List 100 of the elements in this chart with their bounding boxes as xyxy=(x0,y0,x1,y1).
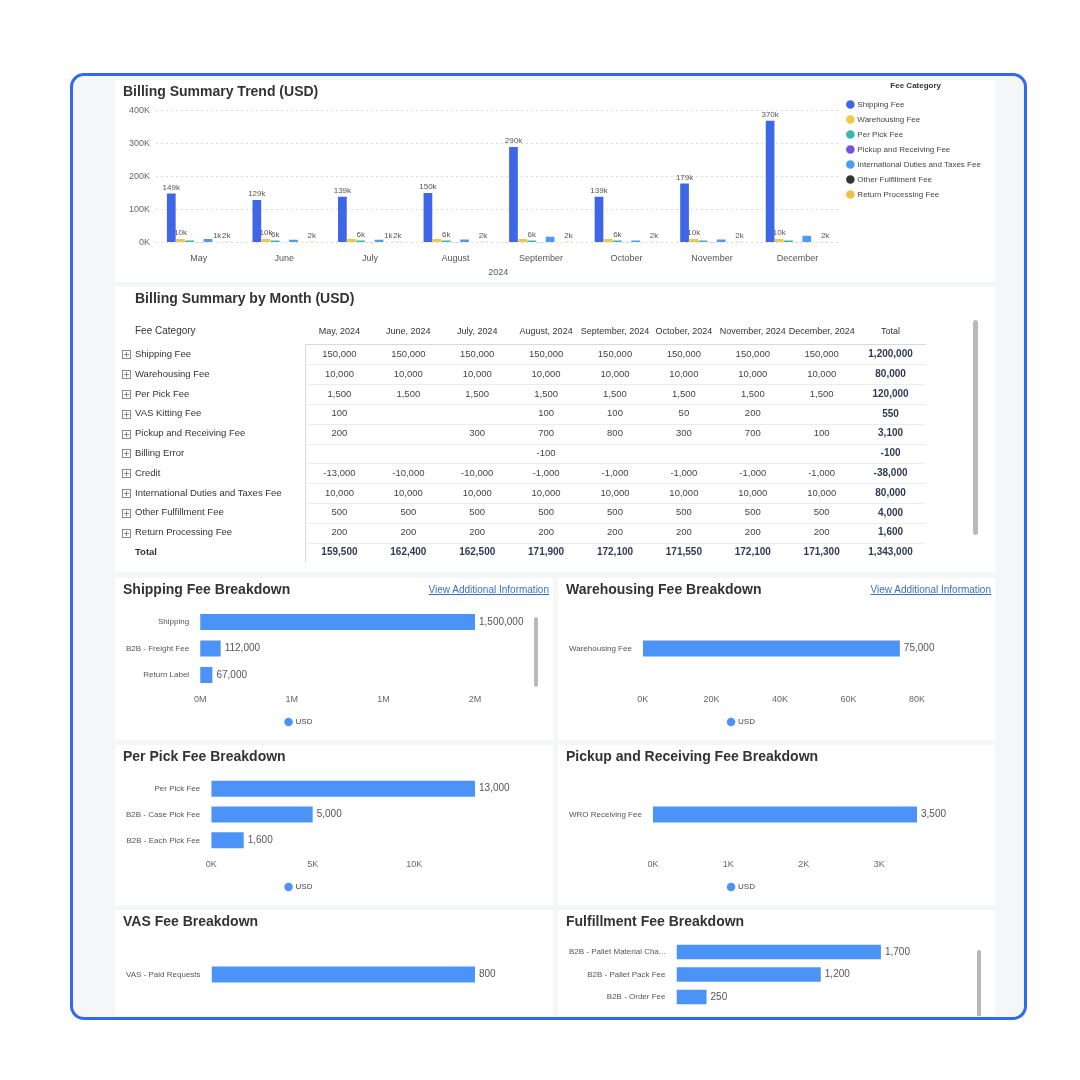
data-label: 200 xyxy=(675,526,692,538)
data-label: 6k xyxy=(527,229,538,239)
data-label: 370k xyxy=(761,109,780,119)
data-label: 200 xyxy=(331,427,348,439)
data-label: 120,000 xyxy=(872,387,910,399)
legend-label: USD xyxy=(295,882,313,892)
data-label: 159,500 xyxy=(321,546,358,558)
data-label: 4,000 xyxy=(878,506,904,518)
data-label: 10,000 xyxy=(324,486,354,498)
x-tick-label: 5K xyxy=(307,859,319,870)
data-label: 2k xyxy=(307,230,318,240)
y-tick-label: B2B - Pallet Material Cha... xyxy=(569,947,666,957)
y-tick-label: 200K xyxy=(128,171,151,182)
y-tick-label: Per Pick Fee xyxy=(135,387,190,399)
data-label: 1,500 xyxy=(740,387,765,399)
legend-label: Other Fulfillment Fee xyxy=(857,174,933,184)
data-label: 150k xyxy=(419,182,438,192)
data-label: 1,500 xyxy=(672,387,696,399)
chart-title: Pickup and Receiving Fee Breakdown xyxy=(566,748,819,765)
y-tick-label: Per Pick Fee xyxy=(154,783,201,793)
data-label: 500 xyxy=(331,506,348,518)
data-label: 6k xyxy=(356,229,366,239)
data-label: -10,000 xyxy=(461,466,494,478)
data-label: -38,000 xyxy=(873,466,908,478)
x-axis-title: 2024 xyxy=(488,267,509,278)
data-label: 2k xyxy=(393,230,403,240)
legend-label: USD xyxy=(295,717,313,727)
x-tick-label: May, 2024 xyxy=(318,325,361,336)
bar xyxy=(689,239,699,242)
data-label: 10,000 xyxy=(738,486,768,498)
data-label: -1,000 xyxy=(601,466,629,478)
data-label: 10,000 xyxy=(462,367,492,379)
data-label: 1,500 xyxy=(465,387,490,399)
legend-label: Warehousing Fee xyxy=(857,114,921,124)
data-label: 2k xyxy=(735,230,745,240)
bar xyxy=(200,666,213,683)
x-tick-label: 0M xyxy=(193,694,207,705)
x-tick-label: October, 2024 xyxy=(655,325,713,336)
x-tick-label: 40K xyxy=(771,694,788,705)
data-label: 1,200,000 xyxy=(868,348,914,360)
data-label: 1,500 xyxy=(327,387,352,399)
data-label: 10,000 xyxy=(393,486,423,498)
data-label: 150,000 xyxy=(460,348,495,360)
text: View Additional Information xyxy=(428,584,549,595)
data-label: 2k xyxy=(478,230,489,240)
x-tick-label: 2K xyxy=(798,859,810,870)
chart-title: Fulfillment Fee Breakdown xyxy=(566,913,745,930)
data-label: -1,000 xyxy=(739,466,767,478)
x-tick-label: 1M xyxy=(285,694,299,705)
data-label: 67,000 xyxy=(216,668,248,680)
data-label: 75,000 xyxy=(903,642,935,654)
data-label: 550 xyxy=(882,407,900,419)
data-label: 10,000 xyxy=(393,367,423,379)
x-tick-label: December xyxy=(776,253,819,264)
data-label: 800 xyxy=(479,968,497,980)
data-label: 500 xyxy=(675,506,692,518)
data-label: -10,000 xyxy=(392,466,425,478)
data-label: 10,000 xyxy=(531,367,561,379)
data-label: 200 xyxy=(813,526,830,538)
data-label: 139k xyxy=(590,185,609,195)
data-label: -1,000 xyxy=(532,466,560,478)
data-label: 200 xyxy=(744,407,761,419)
data-label: 500 xyxy=(538,506,555,518)
x-tick-label: 10K xyxy=(406,859,423,870)
x-tick-label: 2M xyxy=(468,694,482,705)
bar xyxy=(545,236,555,242)
legend-label: Pickup and Receiving Fee xyxy=(857,144,951,154)
data-label: -1,000 xyxy=(808,466,836,478)
data-label: 6k xyxy=(613,229,623,239)
data-label: 100 xyxy=(538,407,555,419)
data-label: 171,900 xyxy=(528,546,565,558)
y-tick-label: B2B - Each Pick Fee xyxy=(126,835,201,845)
data-label: -13,000 xyxy=(323,466,356,478)
y-tick-label: VAS - Paid Requests xyxy=(125,969,201,979)
data-label: 2k xyxy=(564,230,574,240)
x-tick-label: 1K xyxy=(722,859,734,870)
data-label: 10,000 xyxy=(807,367,837,379)
legend-label: Shipping Fee xyxy=(857,99,906,109)
data-label: -100 xyxy=(536,447,556,459)
data-label: -100 xyxy=(880,447,901,459)
bar xyxy=(423,193,433,242)
data-label: 1,600 xyxy=(247,834,274,846)
bar xyxy=(432,239,442,242)
data-label: 500 xyxy=(813,506,830,518)
data-label: 112,000 xyxy=(224,642,261,654)
chart-title: Shipping Fee Breakdown xyxy=(123,581,291,598)
x-tick-label: 1M xyxy=(377,694,390,705)
bar xyxy=(716,239,726,242)
data-label: 10,000 xyxy=(600,367,630,379)
data-label: 500 xyxy=(744,506,761,518)
x-tick-label: May xyxy=(190,253,208,264)
x-tick-label: 0K xyxy=(647,859,659,870)
bar xyxy=(509,146,518,242)
chart-title: Billing Summary by Month (USD) xyxy=(135,290,355,307)
data-label: 150,000 xyxy=(597,348,633,360)
bar xyxy=(261,239,271,242)
data-label: 10,000 xyxy=(669,486,699,498)
legend-label: Return Processing Fee xyxy=(857,189,940,199)
data-label: 500 xyxy=(607,506,623,518)
legend-title: Fee Category xyxy=(890,81,942,91)
